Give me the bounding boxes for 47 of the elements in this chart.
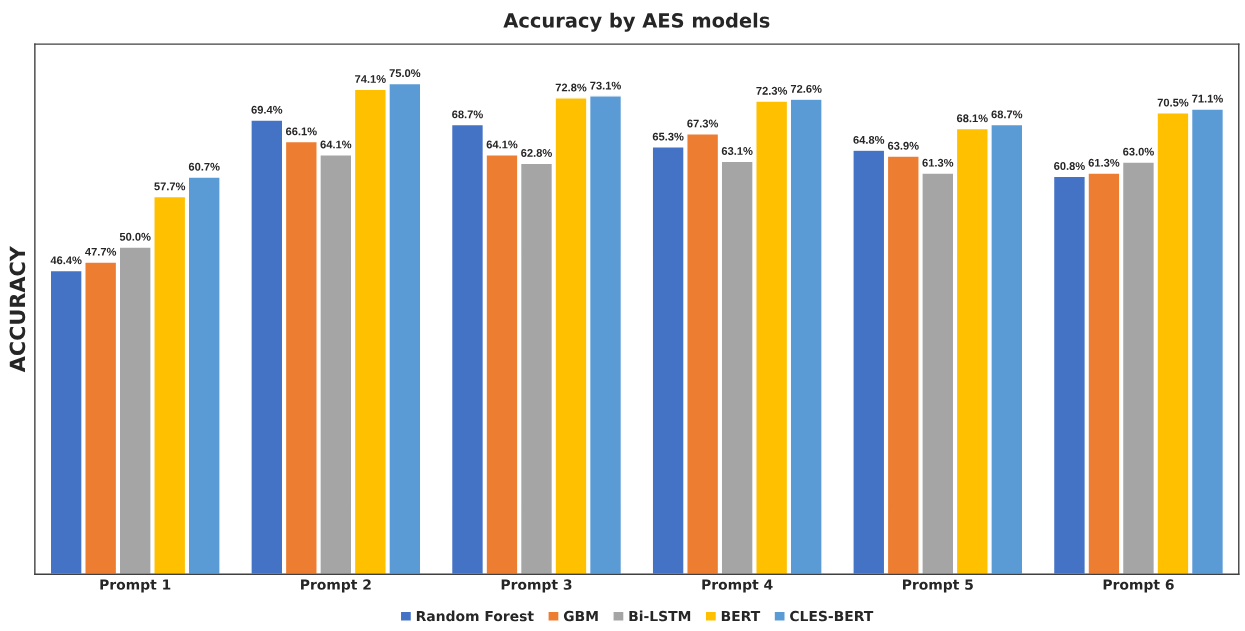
legend-label: GBM <box>563 610 598 622</box>
data-label: 63.1% <box>721 147 753 155</box>
data-label: 73.1% <box>590 81 621 90</box>
data-label: 72.6% <box>790 84 822 93</box>
data-label: 66.1% <box>285 127 317 136</box>
bar <box>250 119 284 575</box>
chart-title: Accuracy by AES models <box>503 12 770 32</box>
data-label: 47.7% <box>85 247 117 256</box>
data-label: 50.0% <box>119 232 151 241</box>
data-label: 64.1% <box>320 140 352 149</box>
data-label: 72.3% <box>756 86 788 95</box>
data-label: 57.7% <box>154 182 186 191</box>
legend-label: BERT <box>721 610 761 622</box>
data-label: 71.1% <box>1192 94 1223 103</box>
data-label: 68.7% <box>452 110 483 119</box>
x-tick-label: Prompt 5 <box>903 579 973 593</box>
bar <box>852 149 886 575</box>
bar <box>789 98 823 575</box>
x-tick-label: Prompt 3 <box>501 579 572 593</box>
data-label: 64.1% <box>486 140 518 149</box>
y-axis-title: ACCURACY <box>9 245 26 373</box>
data-label: 72.8% <box>555 83 587 92</box>
legend-label: Random Forest <box>416 610 534 622</box>
data-label: 67.3% <box>687 119 719 128</box>
legend-label: Bi-LSTM <box>629 610 691 622</box>
data-label: 70.5% <box>1157 98 1189 107</box>
data-label: 65.3% <box>652 132 684 141</box>
data-label: 63.0% <box>1123 147 1154 156</box>
data-label: 62.8% <box>521 149 552 157</box>
data-label: 64.8% <box>853 135 885 144</box>
bar <box>187 176 221 575</box>
data-label: 61.3% <box>1088 158 1120 167</box>
data-label: 69.4% <box>251 105 283 114</box>
x-tick-label: Prompt 1 <box>100 579 171 593</box>
data-label: 46.4% <box>50 256 82 265</box>
data-label: 74.1% <box>355 75 386 83</box>
data-label: 68.1% <box>956 114 988 123</box>
legend-label: CLES-BERT <box>790 610 874 622</box>
x-tick-label: Prompt 2 <box>301 579 371 593</box>
data-label: 61.3% <box>922 158 954 167</box>
data-label: 68.7% <box>991 110 1023 119</box>
data-label: 75.0% <box>389 69 421 78</box>
data-label: 63.9% <box>887 141 919 150</box>
data-label: 60.7% <box>188 162 220 171</box>
x-tick-label: Prompt 6 <box>1103 579 1174 593</box>
data-label: 60.8% <box>1054 162 1085 170</box>
x-tick-label: Prompt 4 <box>702 579 773 593</box>
